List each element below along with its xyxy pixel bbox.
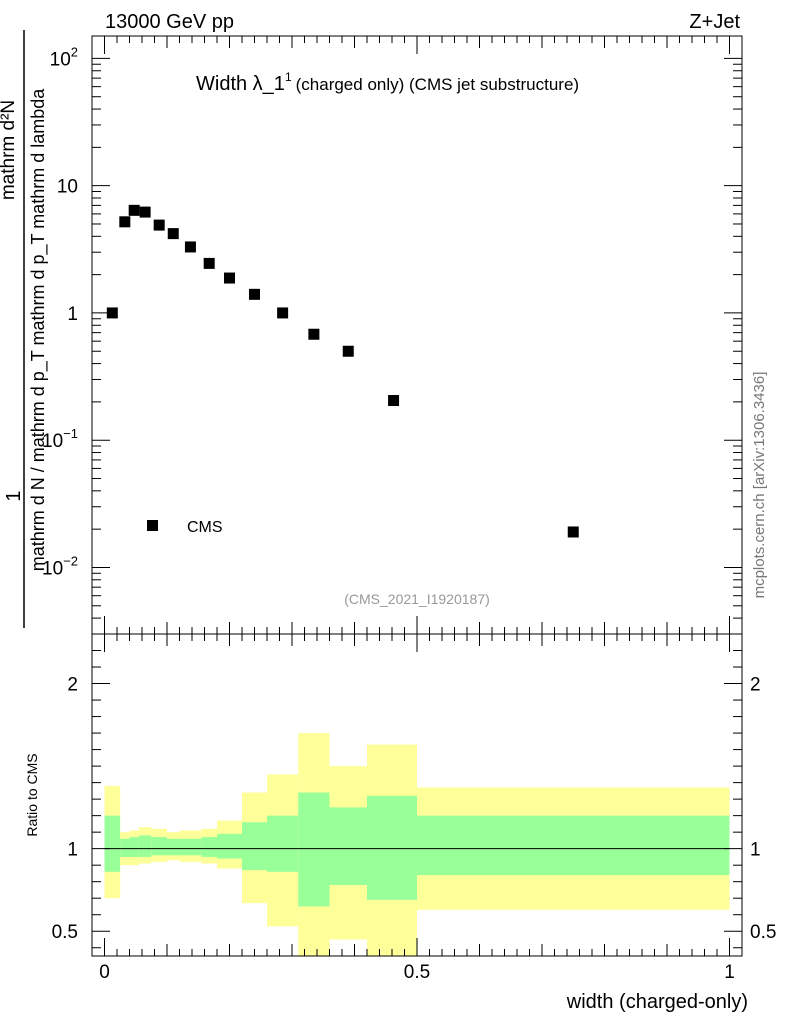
main-y-tick-label: 10−1: [42, 426, 78, 452]
ratio-band-inner: [298, 792, 330, 907]
ratio-y-tick-label: 0.5: [52, 922, 78, 943]
main-y-tick-label: 10: [57, 177, 78, 198]
data-point: [203, 257, 215, 269]
ratio-band-inner: [151, 837, 167, 856]
data-point: [167, 228, 179, 240]
legend-marker: [147, 520, 158, 531]
main-y-axis-labels: 10−2 10−1 1 10 102: [42, 44, 78, 579]
ratio-y-tick-label-right: 0.5: [750, 922, 776, 943]
data-point: [153, 219, 165, 231]
ratio-plot-panel: 0.5 0.51 12 2 0 0.5 1 Ratio to CMS width (cha…: [24, 633, 777, 1013]
x-tick-label: 1: [724, 962, 735, 983]
ratio-band-inner: [367, 795, 417, 900]
main-x-axis-ticks: [104, 36, 730, 634]
ratio-band-inner: [104, 815, 121, 872]
ratio-band-inner: [329, 807, 367, 885]
ratio-band-inner: [138, 835, 152, 857]
main-y-tick-label: 1: [67, 304, 78, 325]
data-point: [128, 204, 140, 216]
main-y-tick-label: 102: [50, 44, 78, 70]
data-point: [567, 526, 579, 538]
main-data-points: [106, 204, 579, 538]
ratio-y-tick-label: 1: [67, 840, 78, 861]
ratio-band-inner: [201, 837, 217, 857]
plot-title-rest: (charged only) (CMS jet substructure): [296, 75, 579, 94]
ratio-y-axis-labels: 0.5 0.5 1 1 2 2: [52, 675, 777, 944]
analysis-id-label: (CMS_2021_I1920187): [344, 591, 490, 607]
data-point: [119, 216, 131, 228]
ratio-y-tick-label-right: 1: [750, 840, 761, 861]
legend-label: CMS: [187, 519, 223, 536]
side-source-label: mcplots.cern.ch [arXiv:1306.3436]: [751, 372, 768, 599]
ratio-band-inner: [417, 815, 730, 876]
main-y-axis-title: 1 mathrm d²N mathrm d N / mathrm d p_T m…: [0, 30, 49, 628]
header-energy-label: 13000 GeV pp: [105, 11, 234, 33]
ratio-y-tick-label-right: 2: [750, 675, 761, 696]
ratio-y-tick-label: 2: [67, 675, 78, 696]
ratio-y-axis-ticks: [92, 633, 742, 949]
data-point: [249, 288, 260, 300]
data-point: [139, 206, 151, 218]
data-point: [184, 241, 196, 253]
plot-title-superscript: 1: [285, 70, 292, 84]
x-tick-label: 0.5: [404, 962, 430, 983]
ratio-band-inner: [217, 833, 242, 859]
data-point: [277, 307, 289, 319]
ratio-band-inner: [267, 815, 299, 872]
ratio-band-inner: [120, 838, 130, 857]
ratio-x-axis-labels: 0 0.5 1: [99, 962, 735, 983]
main-y-axis-ticks: [92, 57, 742, 635]
x-tick-label: 0: [99, 962, 110, 983]
data-point: [342, 345, 354, 357]
main-y-tick-label: 10−2: [42, 553, 78, 579]
main-y-axis-title-prefix: 1: [3, 490, 25, 501]
ratio-band-inner: [242, 822, 267, 871]
ratio-band-inner: [129, 837, 139, 857]
data-point: [308, 328, 320, 340]
ratio-uncertainty-bands: [104, 733, 730, 956]
plot-title: Width λ_11 (charged only) (CMS jet substr…: [196, 70, 579, 95]
x-axis-title: width (charged-only): [566, 991, 748, 1013]
header-process-label: Z+Jet: [689, 11, 740, 33]
data-point: [106, 307, 118, 319]
data-point: [224, 272, 235, 284]
ratio-band-inner: [167, 838, 180, 856]
ratio-band-inner: [179, 838, 202, 856]
main-y-axis-title-numerator: mathrm d²N: [0, 100, 19, 200]
main-plot-frame: [91, 35, 743, 635]
data-point: [388, 395, 400, 407]
ratio-y-axis-title: Ratio to CMS: [24, 753, 40, 836]
main-y-axis-title-denominator: mathrm d N / mathrm d p_T mathrm d p_T m…: [28, 88, 49, 571]
ratio-x-axis-ticks: [104, 634, 730, 956]
plot-title-main: Width λ_1: [196, 73, 285, 95]
